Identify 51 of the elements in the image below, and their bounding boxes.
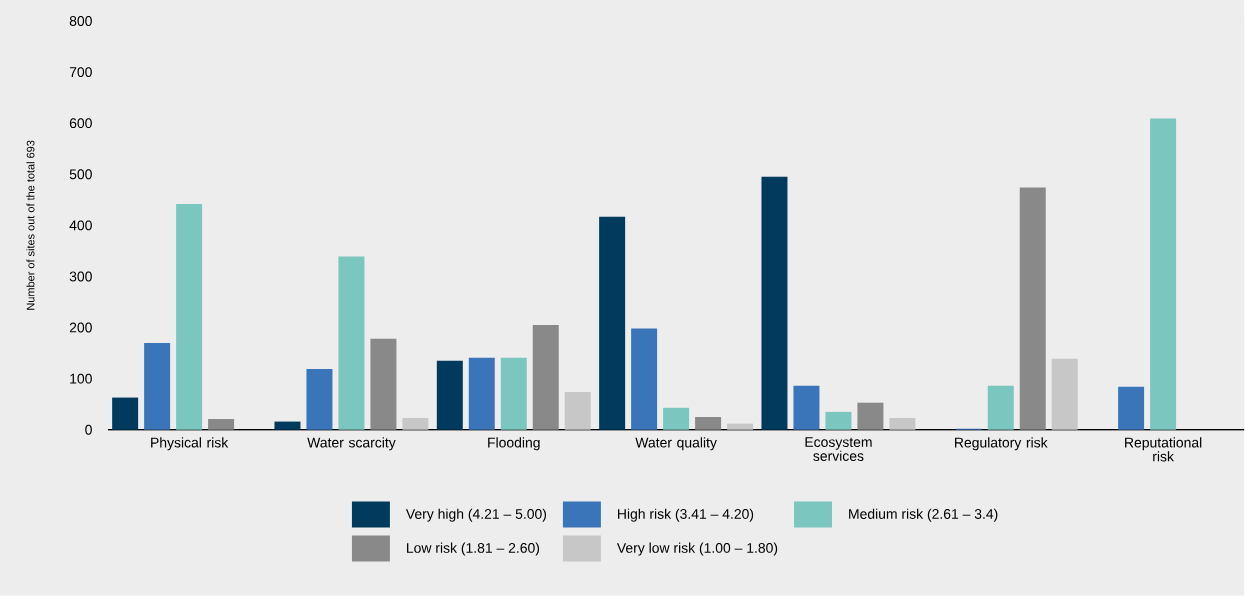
y-tick-label: 800: [69, 16, 92, 27]
bar: [761, 176, 788, 430]
x-tick-label: Physical risk: [151, 437, 229, 451]
bar: [500, 357, 527, 430]
bar: [599, 216, 626, 430]
bar: [402, 418, 429, 430]
bar: [144, 343, 171, 430]
y-tick-label: 400: [69, 220, 92, 231]
bar: [663, 407, 690, 430]
bar: [338, 256, 365, 430]
x-tick-label: Reputational risk: [1125, 437, 1202, 462]
x-tick-label: Water scarcity: [307, 437, 396, 451]
y-tick-label: 300: [69, 271, 92, 282]
bar: [695, 417, 722, 430]
bar: [793, 385, 820, 430]
bar: [987, 385, 1014, 430]
bar: [727, 423, 754, 430]
legend-label: High risk (3.41 – 4.20): [618, 508, 754, 522]
bar: [1051, 358, 1078, 430]
y-axis-title: Number of sites out of the total 693: [26, 140, 35, 310]
bar: [306, 369, 333, 430]
x-tick-label: Water quality: [635, 437, 717, 451]
x-tick-label: Regulatory risk: [955, 437, 1048, 451]
bar: [631, 328, 658, 430]
y-tick-label: 700: [69, 67, 92, 78]
y-tick-label: 100: [70, 373, 92, 384]
legend-label: Very low risk (1.00 – 1.80): [616, 542, 778, 556]
bar: [564, 392, 591, 430]
bar: [370, 338, 397, 430]
bar: [112, 397, 139, 430]
y-tick-label: 600: [69, 118, 92, 129]
bar: [1118, 387, 1145, 430]
bar: [532, 325, 559, 430]
legend-label: Very high (4.21 – 5.00): [405, 508, 547, 522]
bar: [468, 357, 495, 430]
bar: [889, 418, 916, 430]
x-tick-label: Ecosystem services: [805, 437, 872, 462]
bar: [825, 412, 852, 430]
legend-label: Low risk (1.81 – 2.60): [407, 542, 540, 556]
bar: [208, 419, 235, 430]
bar: [274, 421, 301, 430]
bar: [857, 402, 884, 430]
bar: [1150, 118, 1177, 430]
bar: [176, 204, 203, 430]
x-tick-label: Flooding: [488, 437, 540, 451]
y-tick-label: 200: [69, 322, 92, 333]
y-tick-label: 0: [85, 424, 92, 435]
bar: [1019, 187, 1046, 430]
y-tick-label: 500: [69, 169, 92, 180]
bar: [436, 360, 463, 430]
legend-label: Medium risk (2.61 – 3.4): [849, 508, 998, 522]
